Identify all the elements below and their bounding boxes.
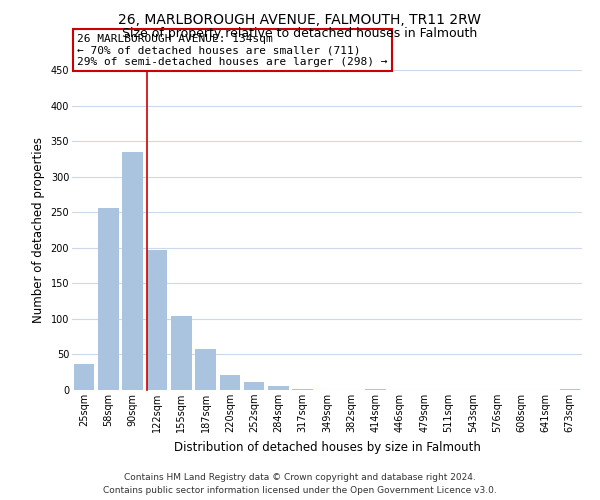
X-axis label: Distribution of detached houses by size in Falmouth: Distribution of detached houses by size … (173, 440, 481, 454)
Bar (244, 382, 265, 390)
Text: Contains HM Land Registry data © Crown copyright and database right 2024.
Contai: Contains HM Land Registry data © Crown c… (103, 473, 497, 495)
Bar (560, 388, 580, 390)
Y-axis label: Number of detached properties: Number of detached properties (32, 137, 45, 323)
Bar (365, 388, 386, 390)
Bar (220, 375, 240, 390)
Text: Size of property relative to detached houses in Falmouth: Size of property relative to detached ho… (122, 28, 478, 40)
Bar (74, 364, 94, 390)
Bar (98, 208, 119, 390)
Bar (171, 316, 191, 390)
Text: 26, MARLBOROUGH AVENUE, FALMOUTH, TR11 2RW: 26, MARLBOROUGH AVENUE, FALMOUTH, TR11 2… (119, 12, 482, 26)
Bar (122, 152, 143, 390)
Bar (268, 386, 289, 390)
Text: 26 MARLBOROUGH AVENUE: 134sqm
← 70% of detached houses are smaller (711)
29% of : 26 MARLBOROUGH AVENUE: 134sqm ← 70% of d… (77, 34, 388, 67)
Bar (195, 350, 216, 390)
Bar (146, 250, 167, 390)
